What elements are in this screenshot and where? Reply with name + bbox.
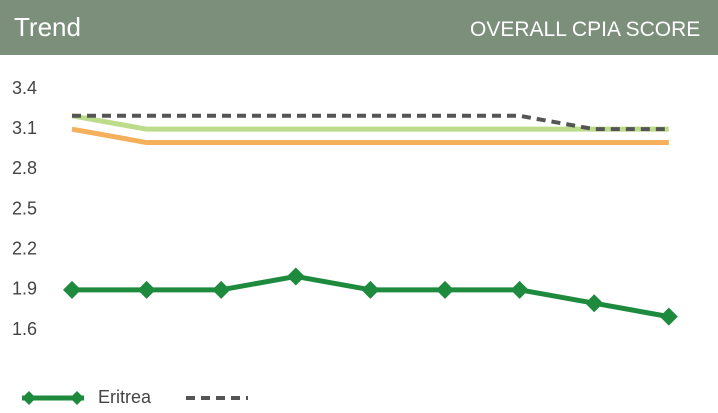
y-tick-label: 1.9: [12, 279, 37, 299]
y-tick-label: 1.6: [12, 319, 37, 339]
header-title: Trend: [14, 12, 81, 42]
marker: [286, 267, 305, 286]
legend-marker: [22, 391, 36, 405]
y-tick-label: 3.1: [12, 118, 37, 138]
marker: [137, 280, 156, 299]
marker: [510, 280, 529, 299]
y-tick-label: 2.8: [12, 158, 37, 178]
header: Trend OVERALL CPIA SCORE: [0, 0, 718, 55]
marker: [361, 280, 380, 299]
header-subtitle: OVERALL CPIA SCORE: [470, 18, 701, 41]
marker: [63, 280, 81, 299]
marker: [436, 280, 454, 299]
marker: [585, 294, 604, 313]
legend-label: Eritrea: [98, 387, 152, 407]
legend-marker: [70, 391, 84, 405]
marker: [659, 307, 678, 326]
series-line: [71, 126, 669, 146]
y-tick-label: 2.5: [12, 198, 37, 218]
y-tick-label: 2.2: [12, 238, 37, 258]
series-line: [71, 113, 669, 132]
marker: [212, 280, 231, 299]
series-line: [72, 113, 669, 132]
y-tick-label: 3.4: [12, 78, 37, 98]
